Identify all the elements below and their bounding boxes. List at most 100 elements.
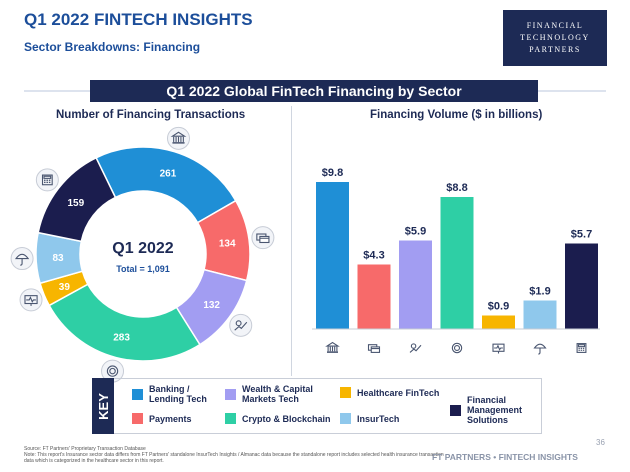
- pulse: [494, 344, 503, 351]
- donut-value-label: 261: [160, 169, 177, 180]
- trend-line: [409, 344, 422, 353]
- donut-chart-title: Number of Financing Transactions: [56, 109, 246, 121]
- legend-swatch: [132, 413, 143, 424]
- calc-key: [48, 179, 51, 181]
- legend-swatch: [225, 388, 236, 400]
- crypto-inner: [109, 367, 116, 375]
- calc-screen: [43, 175, 52, 179]
- donut-value-label: 39: [59, 282, 71, 293]
- legend-swatch: [225, 413, 236, 424]
- crypto-inner: [453, 344, 461, 352]
- page-subtitle: Sector Breakdowns: Financing: [24, 40, 201, 54]
- legend-swatch: [340, 413, 351, 424]
- canopy: [533, 343, 547, 349]
- bar: [357, 264, 391, 329]
- logo-line: PARTNERS: [529, 45, 581, 54]
- bar: [399, 240, 432, 329]
- calc-key: [580, 347, 583, 349]
- calc-key: [46, 181, 48, 184]
- bar-value-label: $5.7: [571, 229, 592, 241]
- legend-swatch: [340, 387, 351, 398]
- bank-roof: [325, 341, 340, 347]
- crypto-icon: [451, 342, 463, 354]
- donut-center-label: Q1 2022: [112, 240, 173, 257]
- calculator-icon: [576, 343, 587, 353]
- calculator-icon: [35, 168, 59, 192]
- legend-item-payments: Payments: [132, 413, 212, 424]
- handle: [538, 348, 541, 355]
- source-note: Source: FT Partners' Proprietary Transac…: [24, 446, 444, 464]
- wealth-icon: [229, 313, 253, 337]
- bar: [482, 315, 515, 329]
- legend-key-label: KEY: [92, 378, 114, 434]
- chart-divider: [291, 106, 292, 376]
- donut-value-label: 132: [203, 300, 220, 311]
- health-icon: [19, 288, 43, 312]
- bank-icon: [325, 341, 340, 353]
- legend-item-insurtech: InsurTech: [340, 413, 430, 424]
- calc-key: [46, 179, 48, 181]
- pulse: [26, 296, 36, 303]
- calc-key: [578, 347, 580, 349]
- coin: [235, 320, 242, 327]
- calc-body: [41, 174, 53, 186]
- legend-swatch: [450, 404, 461, 416]
- umbrella-icon: [10, 247, 34, 271]
- legend-item-wealth: Wealth & Capital Markets Tech: [225, 384, 325, 404]
- logo-line: FINANCIAL: [526, 21, 584, 30]
- monitor: [24, 295, 38, 305]
- legend-item-banking: Banking / Lending Tech: [132, 384, 212, 404]
- calc-key: [582, 347, 585, 349]
- bar-value-label: $8.8: [446, 182, 467, 194]
- calc-key: [580, 349, 583, 351]
- umbrella-icon: [533, 343, 547, 355]
- bar: [565, 243, 598, 329]
- legend-item-crypto: Crypto & Blockchain: [225, 413, 335, 424]
- bar-value-label: $9.8: [322, 167, 343, 179]
- calc-key: [578, 349, 580, 351]
- handle: [20, 258, 23, 266]
- bank-roof: [170, 131, 187, 137]
- card-front: [370, 346, 381, 353]
- page-title: Q1 2022 FINTECH INSIGHTS: [24, 10, 253, 29]
- bar: [523, 300, 557, 329]
- calc-key: [44, 181, 46, 184]
- canopy: [14, 253, 30, 260]
- bar: [316, 182, 349, 329]
- coin: [410, 343, 417, 349]
- page-number: 36: [596, 438, 605, 447]
- donut-slice: [37, 156, 117, 243]
- donut-total-label: Total = 1,091: [116, 264, 170, 274]
- legend-swatch: [132, 388, 143, 400]
- bar: [440, 197, 474, 329]
- donut-value-label: 159: [67, 198, 84, 209]
- donut-value-label: 283: [113, 332, 130, 343]
- calc-body: [576, 343, 587, 353]
- company-logo: FINANCIAL TECHNOLOGY PARTNERS: [503, 10, 607, 66]
- footer-brand: FT PARTNERS • FINTECH INSIGHTS: [432, 452, 578, 462]
- trend-line: [234, 321, 248, 331]
- crypto-outer: [106, 365, 119, 377]
- calc-screen: [577, 344, 586, 348]
- logo-line: TECHNOLOGY: [520, 33, 590, 42]
- bar-value-label: $1.9: [529, 286, 550, 298]
- legend-item-healthcare: Healthcare FinTech: [340, 387, 450, 398]
- wealth-icon: [409, 343, 422, 353]
- calc-key: [48, 181, 51, 184]
- donut-slice: [48, 283, 201, 362]
- bar-value-label: $4.3: [363, 250, 384, 262]
- calc-key: [582, 349, 585, 351]
- section-banner: Q1 2022 Global FinTech Financing by Sect…: [90, 80, 538, 102]
- bar-value-label: $5.9: [405, 226, 426, 238]
- wealth-icon-bg: [229, 313, 253, 337]
- donut-hole: [81, 192, 205, 316]
- bar-chart-title: Financing Volume ($ in billions): [370, 109, 543, 121]
- bank-icon: [167, 126, 191, 150]
- card-icon: [251, 226, 275, 250]
- card-icon: [367, 344, 381, 353]
- card-front: [259, 235, 270, 244]
- legend-item-fms: Financial Management Solutions: [450, 395, 540, 425]
- donut-value-label: 83: [52, 253, 64, 264]
- health-icon: [492, 343, 505, 354]
